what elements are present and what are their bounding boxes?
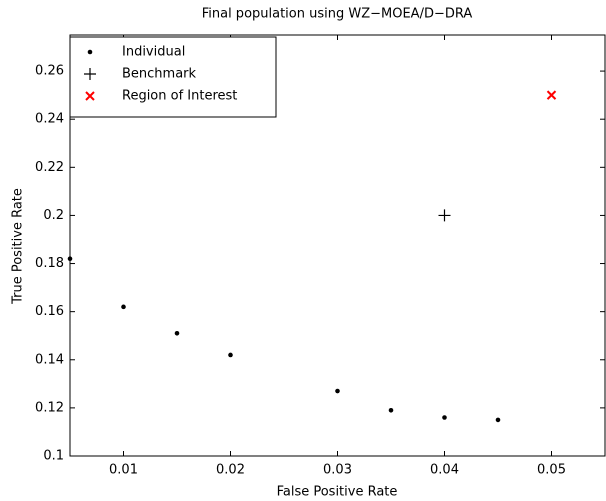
point xyxy=(495,417,501,423)
y-axis-label: True Positive Rate xyxy=(11,188,26,305)
y-tick-label: 0.22 xyxy=(35,160,64,175)
y-tick-label: 0.16 xyxy=(35,304,64,319)
x-axis-label: False Positive Rate xyxy=(277,485,398,500)
point xyxy=(67,256,73,262)
x-tick-label: 0.03 xyxy=(323,463,352,478)
point xyxy=(388,407,394,413)
chart-title: Final population using WZ−MOEA/D−DRA xyxy=(202,7,473,22)
legend-marker xyxy=(85,91,95,101)
legend-label: Benchmark xyxy=(122,67,197,82)
y-tick-label: 0.2 xyxy=(43,208,64,223)
legend-label: Individual xyxy=(122,45,185,60)
point xyxy=(335,388,340,394)
x-tick-label: 0.04 xyxy=(430,463,459,478)
x-tick-label: 0.01 xyxy=(109,463,138,478)
y-tick-label: 0.24 xyxy=(35,112,64,127)
legend-marker xyxy=(87,49,93,55)
y-tick-label: 0.1 xyxy=(43,449,64,464)
point xyxy=(546,90,557,100)
y-tick-label: 0.18 xyxy=(35,256,64,271)
x-tick-label: 0.05 xyxy=(537,463,566,478)
y-tick-label: 0.14 xyxy=(35,352,64,367)
y-tick-label: 0.12 xyxy=(35,400,64,415)
legend-label: Region of Interest xyxy=(122,89,237,104)
legend-marker xyxy=(84,68,96,80)
legend-box xyxy=(69,36,277,118)
point xyxy=(121,304,126,310)
point xyxy=(438,209,451,222)
point xyxy=(228,352,233,358)
y-tick-label: 0.26 xyxy=(35,64,64,79)
point xyxy=(442,415,447,420)
x-tick-label: 0.02 xyxy=(216,463,245,478)
point xyxy=(174,331,180,336)
